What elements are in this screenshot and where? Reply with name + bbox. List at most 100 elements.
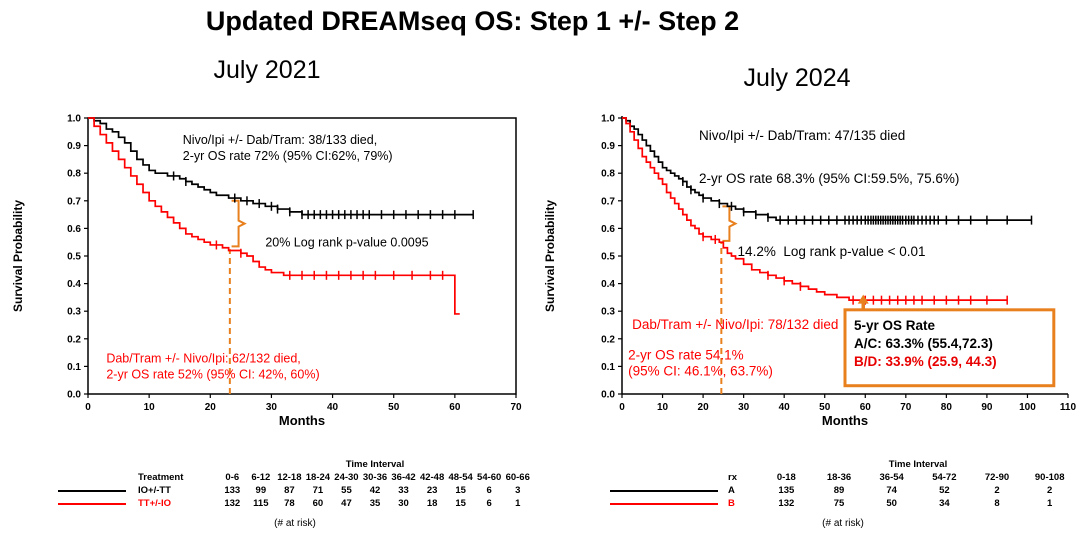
risk-table-interval-label: 24-30 — [334, 472, 359, 483]
risk-table-interval-label: 0-18 — [776, 472, 796, 483]
annotation-line: Dab/Tram +/- Nivo/Ipi: 62/132 died, — [106, 351, 300, 365]
km-panel-july-2024: 1.0 0.9 0.8 0.7 0.6 0.5 0.4 0.3 0.2 0.1 0.0 0 10 20 30… — [540, 102, 1077, 530]
legend-line-swatch — [58, 502, 126, 505]
risk-count: 47 — [341, 498, 352, 509]
annotation-line: 2-yr OS rate 72% (95% CI:62%, 79%) — [183, 149, 393, 163]
y-tick-label: 0.8 — [67, 169, 81, 180]
y-tick-label: 0.1 — [67, 362, 81, 373]
risk-count: 35 — [369, 498, 381, 509]
risk-table-interval-label: 0-6 — [225, 472, 240, 483]
km-chart-july-2021: 1.0 0.9 0.8 0.7 0.6 0.5 0.4 0.3 0.2 0.1 0.0 0 10 20 30… — [11, 114, 522, 429]
annotation: 20% Log rank p-value 0.0095 — [265, 235, 428, 249]
risk-table-interval-label: 36-42 — [391, 472, 416, 483]
risk-table-interval-label: 18-36 — [826, 472, 852, 483]
y-tick-label: 0.5 — [601, 252, 615, 263]
y-tick-label: 1.0 — [67, 114, 81, 125]
x-tick-label: 30 — [738, 402, 750, 413]
risk-count: 71 — [312, 485, 324, 496]
risk-count: 15 — [455, 485, 466, 496]
risk-count: 99 — [255, 485, 267, 496]
risk-table-interval-label: 90-108 — [1034, 472, 1065, 483]
km-chart-july-2024: 1.0 0.9 0.8 0.7 0.6 0.5 0.4 0.3 0.2 0.1 0.0 0 10 20 30… — [543, 114, 1077, 429]
gap-bracket — [231, 199, 247, 248]
x-tick-label: 30 — [266, 402, 278, 413]
risk-table-row-label-header: rx — [728, 472, 737, 483]
risk-table-footer: (# at risk) — [822, 518, 864, 529]
risk-table-interval-label: 30-36 — [362, 472, 388, 483]
risk-table-interval-label: 42-48 — [419, 472, 445, 483]
y-tick-label: 0.5 — [67, 252, 81, 263]
y-tick-label: 0.2 — [601, 334, 615, 345]
risk-table-interval-label: 54-60 — [477, 472, 502, 483]
annotation-line: 2-yr OS rate 68.3% (95% CI:59.5%, 75.6%) — [699, 171, 959, 186]
risk-table-row-label: IO+/-TT — [138, 485, 171, 496]
risk-count: 50 — [886, 498, 897, 509]
x-tick-label: 10 — [657, 402, 669, 413]
risk-table-row-label: TT+/-IO — [138, 498, 171, 509]
risk-table-interval-label: 60-66 — [505, 472, 530, 483]
km-panel-july-2021: 1.0 0.9 0.8 0.7 0.6 0.5 0.4 0.3 0.2 0.1 0.0 0 10 20 30… — [8, 102, 532, 530]
annotation-line: Nivo/Ipi +/- Dab/Tram: 38/133 died, — [183, 133, 377, 147]
legend-line-swatch — [610, 502, 718, 505]
five-year-os-callout — [843, 308, 1056, 388]
risk-table-row-label-header: Treatment — [138, 472, 184, 483]
risk-table-row: IO+/-TT 133 99 87 71 55 42 33 23 15 6 3 — [58, 484, 532, 497]
y-tick-label: 0.7 — [67, 196, 81, 207]
callout-line: A/C: 63.3% (55.4,72.3) — [854, 336, 993, 351]
risk-table-row-label: A — [728, 485, 735, 496]
risk-count: 42 — [369, 485, 381, 496]
risk-count: 55 — [341, 485, 352, 496]
risk-count: 2 — [1047, 485, 1053, 496]
x-tick-label: 20 — [698, 402, 710, 413]
risk-table-row: TT+/-IO 132 115 78 60 47 35 30 18 15 6 1 — [58, 497, 532, 510]
x-tick-label: 10 — [144, 402, 156, 413]
y-tick-label: 0.9 — [601, 141, 615, 152]
y-tick-label: 0.4 — [601, 279, 615, 290]
x-tick-label: 110 — [1060, 402, 1076, 413]
annotation: 2-yr OS rate 54.1% (95% CI: 46.1%, 63.7%) — [628, 348, 773, 379]
risk-table-interval-label: 36-54 — [879, 472, 904, 483]
survival-curve-TT+/-IO — [88, 117, 460, 315]
legend-swatch-cell — [610, 489, 728, 492]
risk-count: 1 — [515, 498, 521, 509]
risk-count: 6 — [486, 485, 492, 496]
risk-count: 74 — [886, 485, 897, 496]
risk-count: 23 — [426, 485, 438, 496]
risk-count: 15 — [455, 498, 466, 509]
x-tick-label: 60 — [860, 402, 872, 413]
x-tick-label: 0 — [619, 402, 625, 413]
x-tick-label: 70 — [900, 402, 912, 413]
callout-line: B/D: 33.9% (25.9, 44.3) — [854, 354, 997, 369]
annotation-line: Nivo/Ipi +/- Dab/Tram: 47/135 died — [699, 128, 905, 143]
risk-count: 30 — [398, 498, 409, 509]
risk-table-footer: (# at risk) — [274, 518, 316, 529]
legend-line-swatch — [610, 489, 718, 492]
page-title: Updated DREAMseq OS: Step 1 +/- Step 2 — [205, 6, 740, 36]
risk-table-header-row: rx 0-18 18-36 36-54 54-72 72-90 90-108 — [610, 471, 1076, 484]
risk-count: 34 — [939, 498, 950, 509]
x-tick-label: 90 — [981, 402, 993, 413]
x-tick-label: 100 — [1019, 402, 1036, 413]
risk-count: 60 — [312, 498, 324, 509]
y-axis-title: Survival Probability — [543, 200, 557, 312]
risk-table-row: B 132 75 50 34 8 1 — [610, 497, 1076, 510]
y-tick-label: 1.0 — [601, 114, 615, 125]
annotation: Nivo/Ipi +/- Dab/Tram: 38/133 died, 2-yr … — [183, 133, 393, 163]
x-tick-label: 80 — [941, 402, 953, 413]
risk-count: 3 — [515, 485, 521, 496]
risk-count: 52 — [939, 485, 950, 496]
x-tick-label: 60 — [449, 402, 461, 413]
annotation: Dab/Tram +/- Nivo/Ipi: 78/132 died — [632, 317, 838, 332]
annotation-line: (95% CI: 46.1%, 63.7%) — [628, 364, 773, 379]
survival-curve-B — [622, 117, 1008, 302]
risk-table-row: A 135 89 74 52 2 2 — [610, 484, 1076, 497]
y-tick-label: 0.4 — [67, 279, 81, 290]
x-tick-label: 40 — [779, 402, 791, 413]
x-tick-label: 20 — [205, 402, 217, 413]
annotation: Nivo/Ipi +/- Dab/Tram: 47/135 died — [699, 128, 905, 143]
risk-table-group-header: Time Interval — [345, 459, 405, 470]
y-tick-label: 0.0 — [601, 390, 615, 401]
risk-count: 75 — [833, 498, 845, 509]
risk-table-interval-label: 54-72 — [932, 472, 957, 483]
